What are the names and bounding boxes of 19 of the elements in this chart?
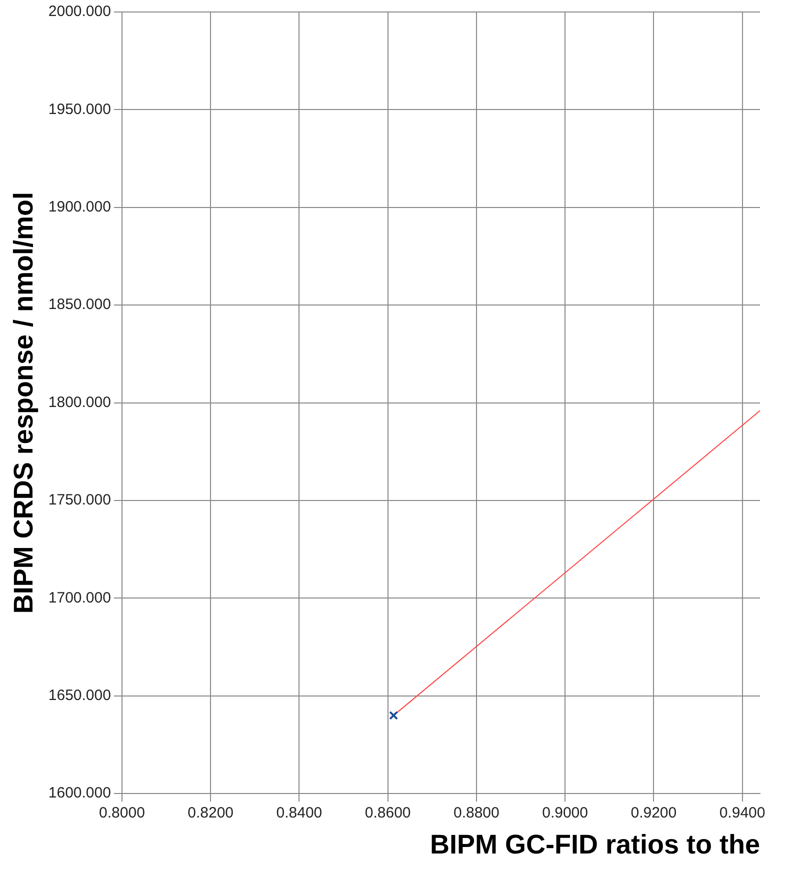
y-tick-label: 1850.000 (48, 296, 111, 314)
x-tick-label: 0.8000 (99, 804, 145, 822)
x-tick-label: 0.8800 (453, 804, 500, 822)
y-tick-label: 2000.000 (48, 3, 111, 20)
x-axis-title: BIPM GC-FID ratios to the (430, 829, 760, 860)
x-tick-label: 0.9200 (630, 804, 677, 822)
y-axis-title: BIPM CRDS response / nmol/mol (8, 192, 39, 614)
y-tick-label: 1800.000 (48, 394, 111, 411)
x-tick-label: 0.8400 (276, 804, 322, 822)
y-tick-label: 1600.000 (48, 784, 111, 802)
x-tick-label: 0.9400 (719, 804, 766, 822)
x-tick-label: 0.8600 (364, 804, 411, 822)
y-tick-label: 1900.000 (48, 198, 111, 216)
y-tick-label: 1750.000 (48, 492, 111, 509)
x-tick-label: 0.9000 (542, 804, 588, 822)
y-tick-label: 1950.000 (48, 100, 111, 118)
y-tick-label: 1700.000 (48, 589, 111, 606)
y-tick-label: 1650.000 (48, 687, 111, 704)
x-tick-label: 0.8200 (188, 804, 234, 822)
